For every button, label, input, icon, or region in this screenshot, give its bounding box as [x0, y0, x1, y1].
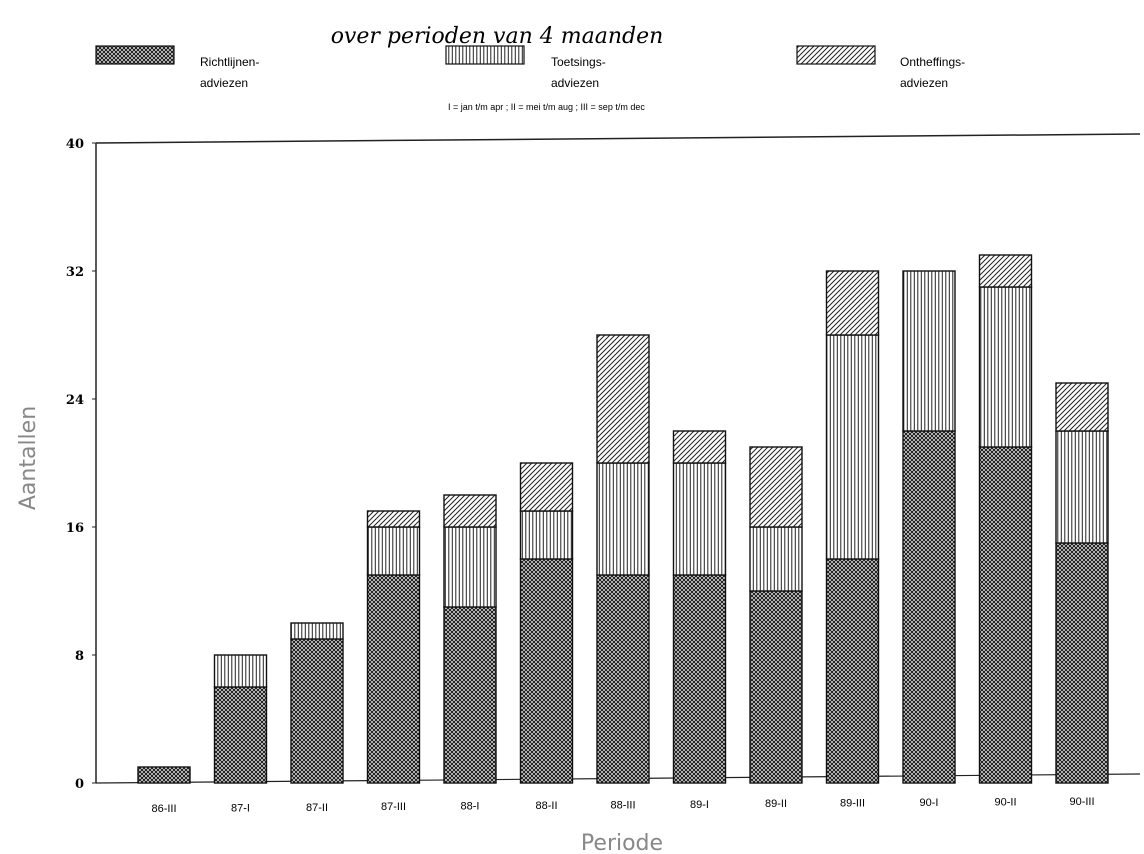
x-tick-label: 90-III	[1069, 796, 1094, 808]
legend-swatch	[796, 45, 876, 65]
bar-segment-diagonal	[596, 334, 650, 464]
bar-segment-crosshatch	[672, 574, 727, 784]
x-tick-label: 88-II	[535, 800, 557, 812]
period-note: I = jan t/m apr ; II = mei t/m aug ; III…	[448, 102, 645, 112]
bar-segment-vertical	[443, 526, 497, 608]
bar-segment-crosshatch	[443, 606, 497, 784]
bar-segment-vertical	[902, 270, 956, 432]
bar-segment-crosshatch	[213, 686, 268, 784]
bar-stack-88-III	[596, 334, 650, 784]
bar-segment-diagonal	[978, 254, 1033, 288]
top-border-line	[95, 133, 1141, 144]
y-tick-label: 0	[75, 777, 84, 792]
bar-stack-89-III	[825, 270, 880, 784]
bar-stack-87-III	[366, 510, 421, 784]
x-tick-label: 89-I	[690, 799, 709, 811]
bar-stack-86-III	[137, 766, 191, 784]
y-tick-label: 24	[66, 393, 84, 408]
x-tick-label: 89-II	[765, 798, 787, 810]
bar-segment-vertical	[596, 462, 650, 576]
y-ticks: 0 8 16 24 32 40	[66, 137, 96, 792]
bar-segment-diagonal	[366, 510, 421, 528]
x-tick-label: 90-II	[994, 796, 1016, 808]
bar-segment-crosshatch	[596, 574, 650, 784]
bar-segment-crosshatch	[902, 430, 956, 784]
bar-stack-89-II	[749, 446, 803, 784]
bar-segment-vertical	[1055, 430, 1109, 544]
y-tick-label: 16	[66, 521, 84, 536]
legend-label: adviezen	[900, 76, 948, 90]
legend-label: adviezen	[551, 76, 599, 90]
bar-stack-90-II	[978, 254, 1033, 784]
bar-segment-crosshatch	[366, 574, 421, 784]
bar-segment-diagonal	[749, 446, 803, 528]
bar-segment-crosshatch	[290, 638, 344, 784]
bar-segment-diagonal	[672, 430, 727, 464]
legend-swatch	[95, 45, 175, 65]
bar-segment-vertical	[213, 654, 268, 688]
y-tick-label: 32	[66, 265, 84, 280]
bar-stack-87-II	[290, 622, 344, 784]
x-tick-label: 87-III	[381, 801, 406, 813]
x-tick-label: 87-II	[306, 802, 328, 814]
legend-item-diagonal: Ontheffings-adviezen	[796, 45, 965, 90]
bar-segment-vertical	[825, 334, 880, 560]
bar-stack-90-III	[1055, 382, 1109, 784]
bar-segment-crosshatch	[1055, 542, 1109, 784]
legend-label: Richtlijnen-	[200, 55, 259, 69]
bar-segment-diagonal	[519, 462, 574, 512]
x-tick-label: 87-I	[231, 802, 250, 814]
bar-segment-diagonal	[825, 270, 880, 336]
legend-swatch	[445, 45, 525, 65]
bars	[137, 254, 1109, 784]
y-tick-label: 40	[66, 137, 84, 152]
bar-stack-88-II	[519, 462, 574, 784]
bar-stack-90-I	[902, 270, 956, 784]
bar-segment-crosshatch	[978, 446, 1033, 784]
bar-segment-diagonal	[443, 494, 497, 528]
bar-segment-vertical	[672, 462, 727, 576]
bar-stack-87-I	[213, 654, 268, 784]
chart-subtitle: over perioden van 4 maanden	[331, 24, 664, 49]
legend-label: adviezen	[200, 76, 248, 90]
legend: Richtlijnen-adviezenToetsings-adviezenOn…	[95, 45, 965, 90]
bar-segment-diagonal	[1055, 382, 1109, 432]
bar-segment-vertical	[978, 286, 1033, 448]
bar-segment-crosshatch	[137, 766, 191, 784]
bar-stack-89-I	[672, 430, 727, 784]
legend-item-crosshatch: Richtlijnen-adviezen	[95, 45, 259, 90]
x-ticks: 86-III 87-I 87-II 87-III 88-I 88-II 88-III 89-I…	[151, 796, 1094, 815]
bar-segment-vertical	[749, 526, 803, 592]
x-tick-label: 88-I	[461, 801, 480, 813]
legend-label: Ontheffings-	[900, 55, 965, 69]
legend-label: Toetsings-	[551, 55, 606, 69]
bar-segment-vertical	[366, 526, 421, 576]
y-axis-label: Aantallen	[16, 406, 41, 510]
x-tick-label: 88-III	[610, 799, 635, 811]
y-tick-label: 8	[75, 649, 84, 664]
bar-segment-crosshatch	[825, 558, 880, 784]
x-tick-label: 90-I	[920, 797, 939, 809]
bar-segment-vertical	[519, 510, 574, 560]
x-tick-label: 89-III	[840, 798, 865, 810]
bar-segment-crosshatch	[519, 558, 574, 784]
bar-segment-crosshatch	[749, 590, 803, 784]
bar-segment-vertical	[290, 622, 344, 640]
legend-item-vertical: Toetsings-adviezen	[445, 45, 606, 90]
bar-stack-88-I	[443, 494, 497, 784]
x-axis-label: Periode	[581, 831, 663, 854]
x-tick-label: 86-III	[151, 803, 176, 815]
